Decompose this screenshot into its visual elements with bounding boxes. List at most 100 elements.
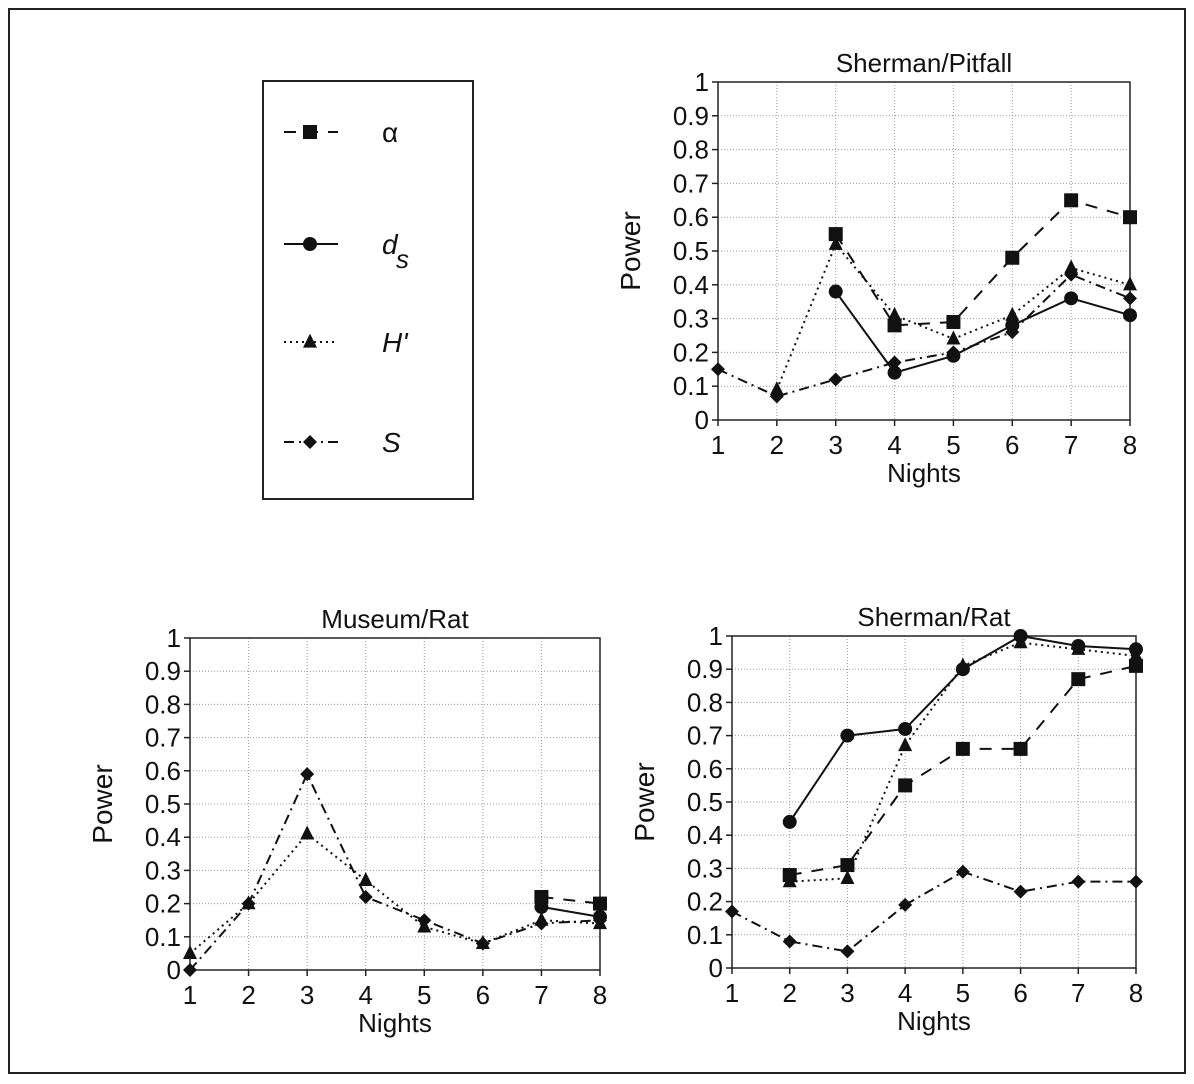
y-tick-label: 0 — [167, 955, 181, 985]
data-point-alpha — [1013, 741, 1028, 756]
data-point-ds — [840, 728, 855, 743]
data-point-ds — [946, 348, 961, 363]
x-tick-label: 3 — [828, 430, 842, 460]
y-tick-label: 0.1 — [687, 920, 723, 950]
x-axis-label: Nights — [358, 1008, 432, 1038]
y-tick-label: 0.6 — [687, 754, 723, 784]
data-point-S — [183, 963, 197, 977]
data-point-S — [300, 767, 315, 782]
series-line-S — [189, 771, 601, 971]
legend-box — [262, 80, 474, 500]
y-tick-label: 0.4 — [673, 270, 709, 300]
x-tick-label: 2 — [782, 978, 796, 1008]
x-tick-label: 6 — [1005, 430, 1019, 460]
data-point-S — [711, 362, 725, 377]
data-point-H — [898, 737, 913, 752]
x-tick-label: 6 — [1013, 978, 1027, 1008]
data-point-H — [1005, 306, 1020, 321]
y-tick-label: 0.9 — [673, 101, 709, 131]
data-point-alpha — [534, 889, 549, 904]
legend-marker-H — [303, 333, 317, 348]
series-line-alpha — [541, 895, 601, 905]
x-tick-label: 2 — [770, 430, 784, 460]
x-tick-label: 1 — [183, 980, 197, 1010]
x-axis-label: Nights — [887, 458, 961, 488]
legend-marker-alpha — [303, 125, 317, 139]
plot-area — [717, 81, 1131, 421]
data-point-ds — [1013, 629, 1028, 643]
data-point-S — [828, 372, 843, 387]
legend-label-S: S — [382, 427, 401, 458]
y-axis-label: Power — [87, 764, 118, 843]
y-tick-label: 1 — [709, 621, 723, 651]
y-tick-label: 0.3 — [145, 855, 181, 885]
chart-sherman-rat: 00.10.20.30.40.50.60.70.80.911 2 3 4 5 6 7 8She… — [629, 602, 1143, 1036]
y-axis-label: Power — [615, 211, 646, 290]
y-tick-label: 0.1 — [673, 371, 709, 401]
y-tick-label: 0.1 — [145, 922, 181, 952]
legend-label-alpha: α — [382, 117, 398, 148]
y-tick-label: 0.8 — [145, 689, 181, 719]
y-tick-label: 0.9 — [145, 656, 181, 686]
x-tick-label: 1 — [711, 430, 725, 460]
chart-title: Sherman/Pitfall — [836, 48, 1012, 78]
data-point-alpha — [946, 314, 961, 329]
data-point-S — [1123, 291, 1137, 306]
data-point-ds — [898, 721, 913, 736]
figure-frame — [8, 8, 1186, 1074]
chart-title: Museum/Rat — [321, 604, 469, 634]
data-point-H — [840, 869, 855, 884]
data-point-H — [769, 381, 784, 396]
series-line-S — [717, 273, 1131, 398]
y-tick-label: 0.7 — [673, 168, 709, 198]
y-tick-label: 0.5 — [145, 789, 181, 819]
y-tick-label: 0.7 — [687, 721, 723, 751]
x-tick-label: 3 — [300, 980, 314, 1010]
data-point-S — [358, 889, 373, 904]
data-point-ds — [1064, 291, 1079, 306]
data-point-H — [183, 945, 197, 959]
data-point-H — [241, 895, 256, 910]
y-tick-label: 0.3 — [687, 853, 723, 883]
data-point-H — [1123, 276, 1137, 291]
data-point-alpha — [955, 741, 970, 756]
data-point-alpha — [887, 318, 902, 333]
y-tick-label: 0.2 — [145, 889, 181, 919]
x-tick-label: 7 — [534, 980, 548, 1010]
data-point-ds — [1129, 642, 1143, 657]
data-point-ds — [1071, 638, 1086, 653]
data-point-alpha — [782, 868, 797, 883]
y-tick-label: 0.5 — [673, 236, 709, 266]
data-point-S — [782, 934, 797, 949]
y-tick-label: 0.7 — [145, 723, 181, 753]
data-point-H — [417, 918, 432, 933]
chart-title: Sherman/Rat — [857, 602, 1011, 632]
data-point-alpha — [1129, 658, 1143, 673]
x-tick-label: 6 — [476, 980, 490, 1010]
data-point-S — [898, 897, 913, 912]
y-tick-label: 0 — [695, 405, 709, 435]
y-tick-label: 0.2 — [687, 887, 723, 917]
data-point-S — [887, 355, 902, 370]
y-tick-label: 0.6 — [145, 756, 181, 786]
data-point-ds — [828, 284, 843, 299]
data-point-S — [725, 904, 739, 919]
data-point-ds — [955, 662, 970, 677]
x-tick-label: 8 — [593, 980, 607, 1010]
y-tick-label: 0.4 — [687, 820, 723, 850]
y-tick-label: 0.4 — [145, 822, 181, 852]
data-point-ds — [887, 365, 902, 380]
data-point-S — [840, 944, 855, 959]
y-tick-label: 1 — [167, 623, 181, 653]
y-tick-label: 1 — [695, 67, 709, 97]
y-tick-label: 0.8 — [687, 687, 723, 717]
data-point-S — [1129, 874, 1143, 889]
data-point-S — [1013, 884, 1028, 899]
data-point-alpha — [840, 858, 855, 873]
data-point-alpha — [593, 896, 607, 911]
legend-label-ds: d — [382, 229, 399, 260]
x-tick-label: 7 — [1064, 430, 1078, 460]
data-point-S — [955, 864, 970, 879]
data-point-alpha — [1005, 250, 1020, 265]
